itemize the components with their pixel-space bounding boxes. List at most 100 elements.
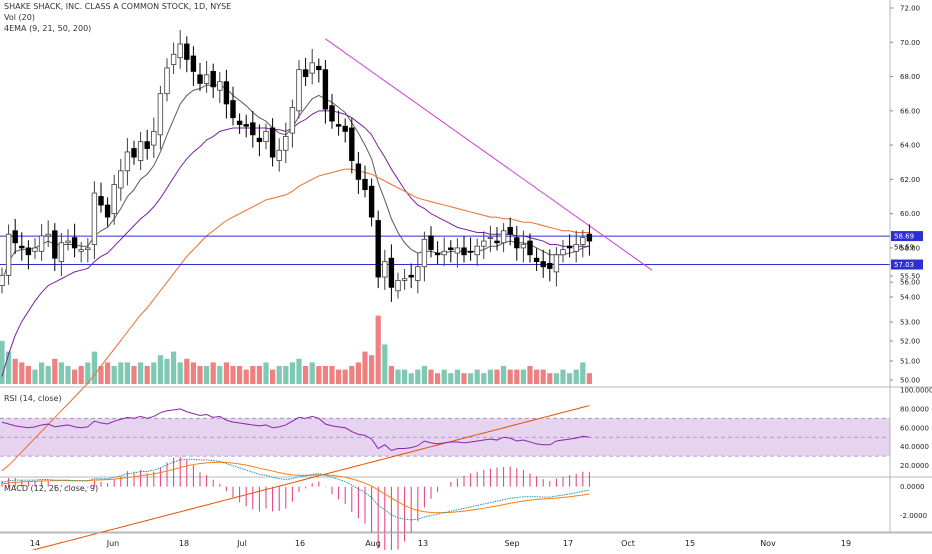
volume-bar xyxy=(6,351,12,384)
volume-bar xyxy=(501,366,507,384)
candle-body xyxy=(533,257,540,263)
volume-bar xyxy=(118,362,124,384)
volume-bar xyxy=(303,366,309,384)
date-label: 15 xyxy=(685,539,695,548)
candle-body xyxy=(190,55,197,72)
volume-bar xyxy=(395,369,401,384)
volume-bar xyxy=(355,362,361,384)
volume-bar xyxy=(65,366,71,384)
candle-body xyxy=(203,74,210,84)
candle-body xyxy=(573,244,579,252)
trendline-segment xyxy=(325,38,653,271)
candle-body xyxy=(441,250,447,256)
volume-bar xyxy=(481,373,487,384)
volume-bar xyxy=(322,366,328,384)
candle-body xyxy=(388,257,395,288)
volume-bar xyxy=(204,366,210,384)
volume-bar xyxy=(270,369,276,384)
candle-body xyxy=(415,266,421,281)
rsi-tick-label: 60.0000 xyxy=(900,424,929,432)
price-tick-label: 50.00 xyxy=(900,377,920,385)
volume-bar xyxy=(540,369,546,384)
volume-bar xyxy=(164,358,170,384)
candle-body xyxy=(98,196,104,206)
volume-bar xyxy=(415,369,421,384)
volume-bar xyxy=(25,366,31,384)
candle-body xyxy=(250,122,256,136)
volume-bar xyxy=(461,373,467,384)
candles xyxy=(0,30,593,302)
volume-bar xyxy=(263,362,269,384)
volume-bar xyxy=(382,344,388,384)
volume-bar xyxy=(72,369,78,384)
volume-bar xyxy=(289,362,295,384)
volume-bar xyxy=(514,369,520,384)
volume-bar xyxy=(474,369,480,384)
candle-body xyxy=(335,124,342,127)
volume-bar xyxy=(402,369,408,384)
volume-bar xyxy=(553,373,559,384)
date-label: 19 xyxy=(841,539,851,548)
volume-bar xyxy=(230,366,236,384)
date-label: 14 xyxy=(30,539,40,548)
candle-body xyxy=(540,261,546,268)
volume-bar xyxy=(171,351,177,384)
candle-body xyxy=(137,141,144,161)
candle-body xyxy=(118,170,124,189)
candle-body xyxy=(243,124,249,127)
volume-bar xyxy=(534,369,540,384)
candle-body xyxy=(553,254,560,273)
date-label: Jul xyxy=(236,539,247,548)
macd-lines xyxy=(1,456,590,554)
price-tick-label: 64.00 xyxy=(900,142,920,150)
date-label: 16 xyxy=(295,539,305,548)
last-price-label: 58.59 xyxy=(894,243,914,251)
candle-body xyxy=(276,149,282,161)
level-tag xyxy=(891,231,923,242)
volume-bar xyxy=(435,373,441,384)
volume-bar xyxy=(237,366,243,384)
volume-bar xyxy=(58,362,64,384)
volume-bar xyxy=(349,366,355,384)
date-label: Sep xyxy=(504,539,519,548)
date-label: Oct xyxy=(621,539,635,548)
ema-legend: 4EMA (9, 21, 50, 200) xyxy=(4,24,92,33)
candle-body xyxy=(395,280,401,292)
volume-bar xyxy=(157,355,163,384)
candle-body xyxy=(507,226,513,235)
volume-bar xyxy=(454,369,460,384)
level-tag xyxy=(891,259,923,270)
candle-body xyxy=(322,69,329,110)
rsi-tick-label: 100.0000 xyxy=(900,387,932,395)
candle-body xyxy=(184,43,190,60)
rsi-tick-label: 40.0000 xyxy=(900,443,929,451)
candle-body xyxy=(448,247,454,251)
candle-body xyxy=(547,262,553,269)
price-tick-label: 58.00 xyxy=(900,244,920,252)
candle-body xyxy=(368,185,375,218)
candle-body xyxy=(329,105,335,122)
macd-tick-label: -2.0000 xyxy=(900,512,927,520)
ema-line xyxy=(1,84,590,283)
candle-body xyxy=(514,237,520,249)
date-label: Nov xyxy=(760,539,776,548)
candle-body xyxy=(467,250,474,253)
candle-body xyxy=(382,261,388,278)
candle-body xyxy=(104,204,111,218)
volume-bar xyxy=(441,369,447,384)
candle-body xyxy=(461,247,467,256)
volume-bar xyxy=(494,369,500,384)
candle-body xyxy=(0,274,5,287)
volume-bar xyxy=(428,369,434,384)
volume-bar xyxy=(12,358,18,384)
date-label: Aug xyxy=(365,539,381,548)
volume-bar xyxy=(105,362,111,384)
candle-body xyxy=(256,137,263,143)
volume-bar xyxy=(448,373,454,384)
candle-body xyxy=(349,127,355,161)
candle-body xyxy=(157,93,164,136)
rsi-legend: RSI (14, close) xyxy=(4,394,62,403)
macd-tick-label: 0.0000 xyxy=(900,483,925,491)
price-tick-label: 52.00 xyxy=(900,338,920,346)
